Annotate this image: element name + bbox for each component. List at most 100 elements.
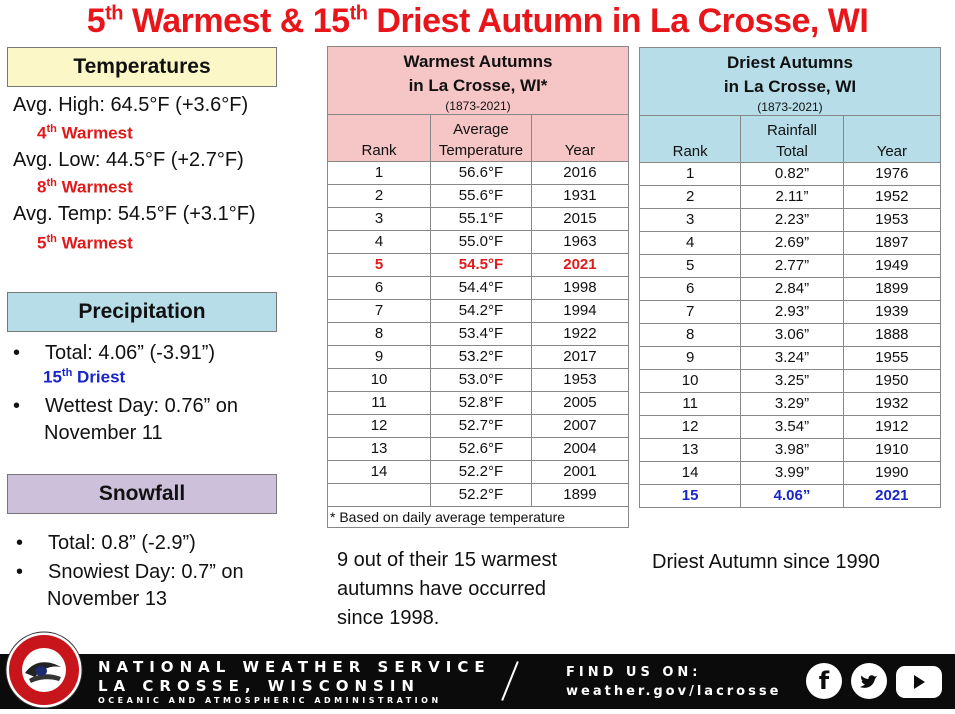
wettest-day: Wettest Day: 0.76” on [45, 395, 239, 417]
warmest-col-year: Year [530, 114, 630, 162]
driest-cell-value: 3.25” [740, 369, 844, 393]
warmest-table-row: 6 54.4°F 1998 [326, 276, 630, 300]
avg-low-rank: 8th Warmest [37, 177, 133, 197]
warmest-cell-year: 1963 [530, 230, 630, 254]
warmest-cell-rank [326, 483, 432, 507]
driest-note: Driest Autumn since 1990 [652, 551, 880, 573]
warmest-note: 9 out of their 15 warmest autumns have o… [337, 549, 558, 629]
warmest-cell-rank: 5 [326, 253, 432, 277]
precipitation-header: Precipitation [7, 292, 277, 332]
warmest-cell-value: 54.4°F [430, 276, 532, 300]
facebook-icon[interactable]: f [806, 663, 842, 699]
driest-cell-rank: 10 [638, 369, 742, 393]
warmest-cell-rank: 9 [326, 345, 432, 369]
driest-cell-rank: 3 [638, 208, 742, 232]
driest-cell-year: 1955 [842, 346, 942, 370]
warmest-table-caption: Warmest Autumns in La Crosse, WI* (1873-… [327, 46, 629, 115]
warmest-cell-value: 52.8°F [430, 391, 532, 415]
warmest-table-row: 5 54.5°F 2021 [326, 253, 630, 277]
warmest-cell-year: 1922 [530, 322, 630, 346]
driest-table-row: 15 4.06” 2021 [638, 484, 942, 508]
driest-cell-value: 3.98” [740, 438, 844, 462]
warmest-cell-value: 53.4°F [430, 322, 532, 346]
warmest-cell-year: 2004 [530, 437, 630, 461]
warmest-cell-rank: 3 [326, 207, 432, 231]
warmest-cell-value: 53.0°F [430, 368, 532, 392]
precip-total: Total: 4.06” (-3.91”) [45, 342, 216, 364]
driest-cell-year: 1888 [842, 323, 942, 347]
avg-temp-rank: 5th Warmest [37, 233, 133, 253]
warmest-table-row: 11 52.8°F 2005 [326, 391, 630, 415]
driest-cell-year: 1953 [842, 208, 942, 232]
driest-cell-rank: 8 [638, 323, 742, 347]
driest-cell-value: 3.06” [740, 323, 844, 347]
driest-col-rank: Rank [638, 115, 742, 163]
warmest-table-row: 3 55.1°F 2015 [326, 207, 630, 231]
driest-cell-rank: 2 [638, 185, 742, 209]
warmest-cell-rank: 4 [326, 230, 432, 254]
warmest-footnote: * Based on daily average temperature [327, 506, 629, 528]
footer-bar: NATIONAL WEATHER SERVICE LA CROSSE, WISC… [0, 654, 955, 709]
warmest-table-row: 4 55.0°F 1963 [326, 230, 630, 254]
bullet: • [13, 395, 21, 417]
warmest-cell-value: 56.6°F [430, 161, 532, 185]
snowfall-header: Snowfall [7, 474, 277, 514]
driest-table-row: 14 3.99” 1990 [638, 461, 942, 485]
avg-low: Avg. Low: 44.5°F (+2.7°F) [13, 149, 244, 171]
footer-org-line1: NATIONAL WEATHER SERVICE [98, 658, 491, 676]
driest-table-row: 9 3.24” 1955 [638, 346, 942, 370]
driest-table-row: 13 3.98” 1910 [638, 438, 942, 462]
warmest-table-row: 2 55.6°F 1931 [326, 184, 630, 208]
snowiest-day-date: November 13 [47, 588, 168, 610]
warmest-cell-rank: 14 [326, 460, 432, 484]
driest-cell-rank: 15 [638, 484, 742, 508]
driest-cell-year: 1950 [842, 369, 942, 393]
driest-cell-value: 2.93” [740, 300, 844, 324]
youtube-icon[interactable] [896, 666, 942, 698]
driest-cell-value: 2.84” [740, 277, 844, 301]
avg-temp: Avg. Temp: 54.5°F (+3.1°F) [13, 203, 256, 225]
footer-org-line2: LA CROSSE, WISCONSIN [98, 677, 420, 695]
driest-cell-value: 2.23” [740, 208, 844, 232]
warmest-cell-rank: 10 [326, 368, 432, 392]
warmest-cell-year: 1899 [530, 483, 630, 507]
warmest-cell-year: 1994 [530, 299, 630, 323]
driest-table-row: 10 3.25” 1950 [638, 369, 942, 393]
driest-cell-rank: 12 [638, 415, 742, 439]
driest-table-row: 4 2.69” 1897 [638, 231, 942, 255]
warmest-cell-rank: 1 [326, 161, 432, 185]
warmest-autumns-table: Warmest Autumns in La Crosse, WI* (1873-… [326, 46, 630, 528]
driest-cell-value: 3.54” [740, 415, 844, 439]
driest-cell-year: 1990 [842, 461, 942, 485]
warmest-col-rank: Rank [326, 114, 432, 162]
twitter-icon[interactable] [851, 663, 887, 699]
driest-cell-value: 3.29” [740, 392, 844, 416]
warmest-table-row: 7 54.2°F 1994 [326, 299, 630, 323]
driest-cell-year: 1939 [842, 300, 942, 324]
footer-url[interactable]: weather.gov/lacrosse [566, 684, 782, 699]
warmest-cell-rank: 12 [326, 414, 432, 438]
warmest-cell-value: 54.5°F [430, 253, 532, 277]
page-title: 5th Warmest & 15th Driest Autumn in La C… [86, 2, 869, 40]
driest-table-row: 1 0.82” 1976 [638, 162, 942, 186]
nws-logo [3, 631, 85, 709]
warmest-table-row: 12 52.7°F 2007 [326, 414, 630, 438]
driest-cell-rank: 1 [638, 162, 742, 186]
driest-table-row: 6 2.84” 1899 [638, 277, 942, 301]
driest-cell-rank: 7 [638, 300, 742, 324]
warmest-cell-year: 2021 [530, 253, 630, 277]
warmest-cell-value: 52.6°F [430, 437, 532, 461]
warmest-cell-year: 2007 [530, 414, 630, 438]
driest-cell-value: 0.82” [740, 162, 844, 186]
driest-cell-value: 2.77” [740, 254, 844, 278]
warmest-cell-rank: 13 [326, 437, 432, 461]
driest-cell-year: 1897 [842, 231, 942, 255]
warmest-cell-rank: 8 [326, 322, 432, 346]
driest-cell-value: 2.69” [740, 231, 844, 255]
warmest-cell-value: 53.2°F [430, 345, 532, 369]
driest-cell-year: 1899 [842, 277, 942, 301]
warmest-table-row: 1 56.6°F 2016 [326, 161, 630, 185]
driest-period: (1873-2021) [757, 100, 823, 114]
bullet: • [13, 342, 21, 364]
driest-table-row: 2 2.11” 1952 [638, 185, 942, 209]
